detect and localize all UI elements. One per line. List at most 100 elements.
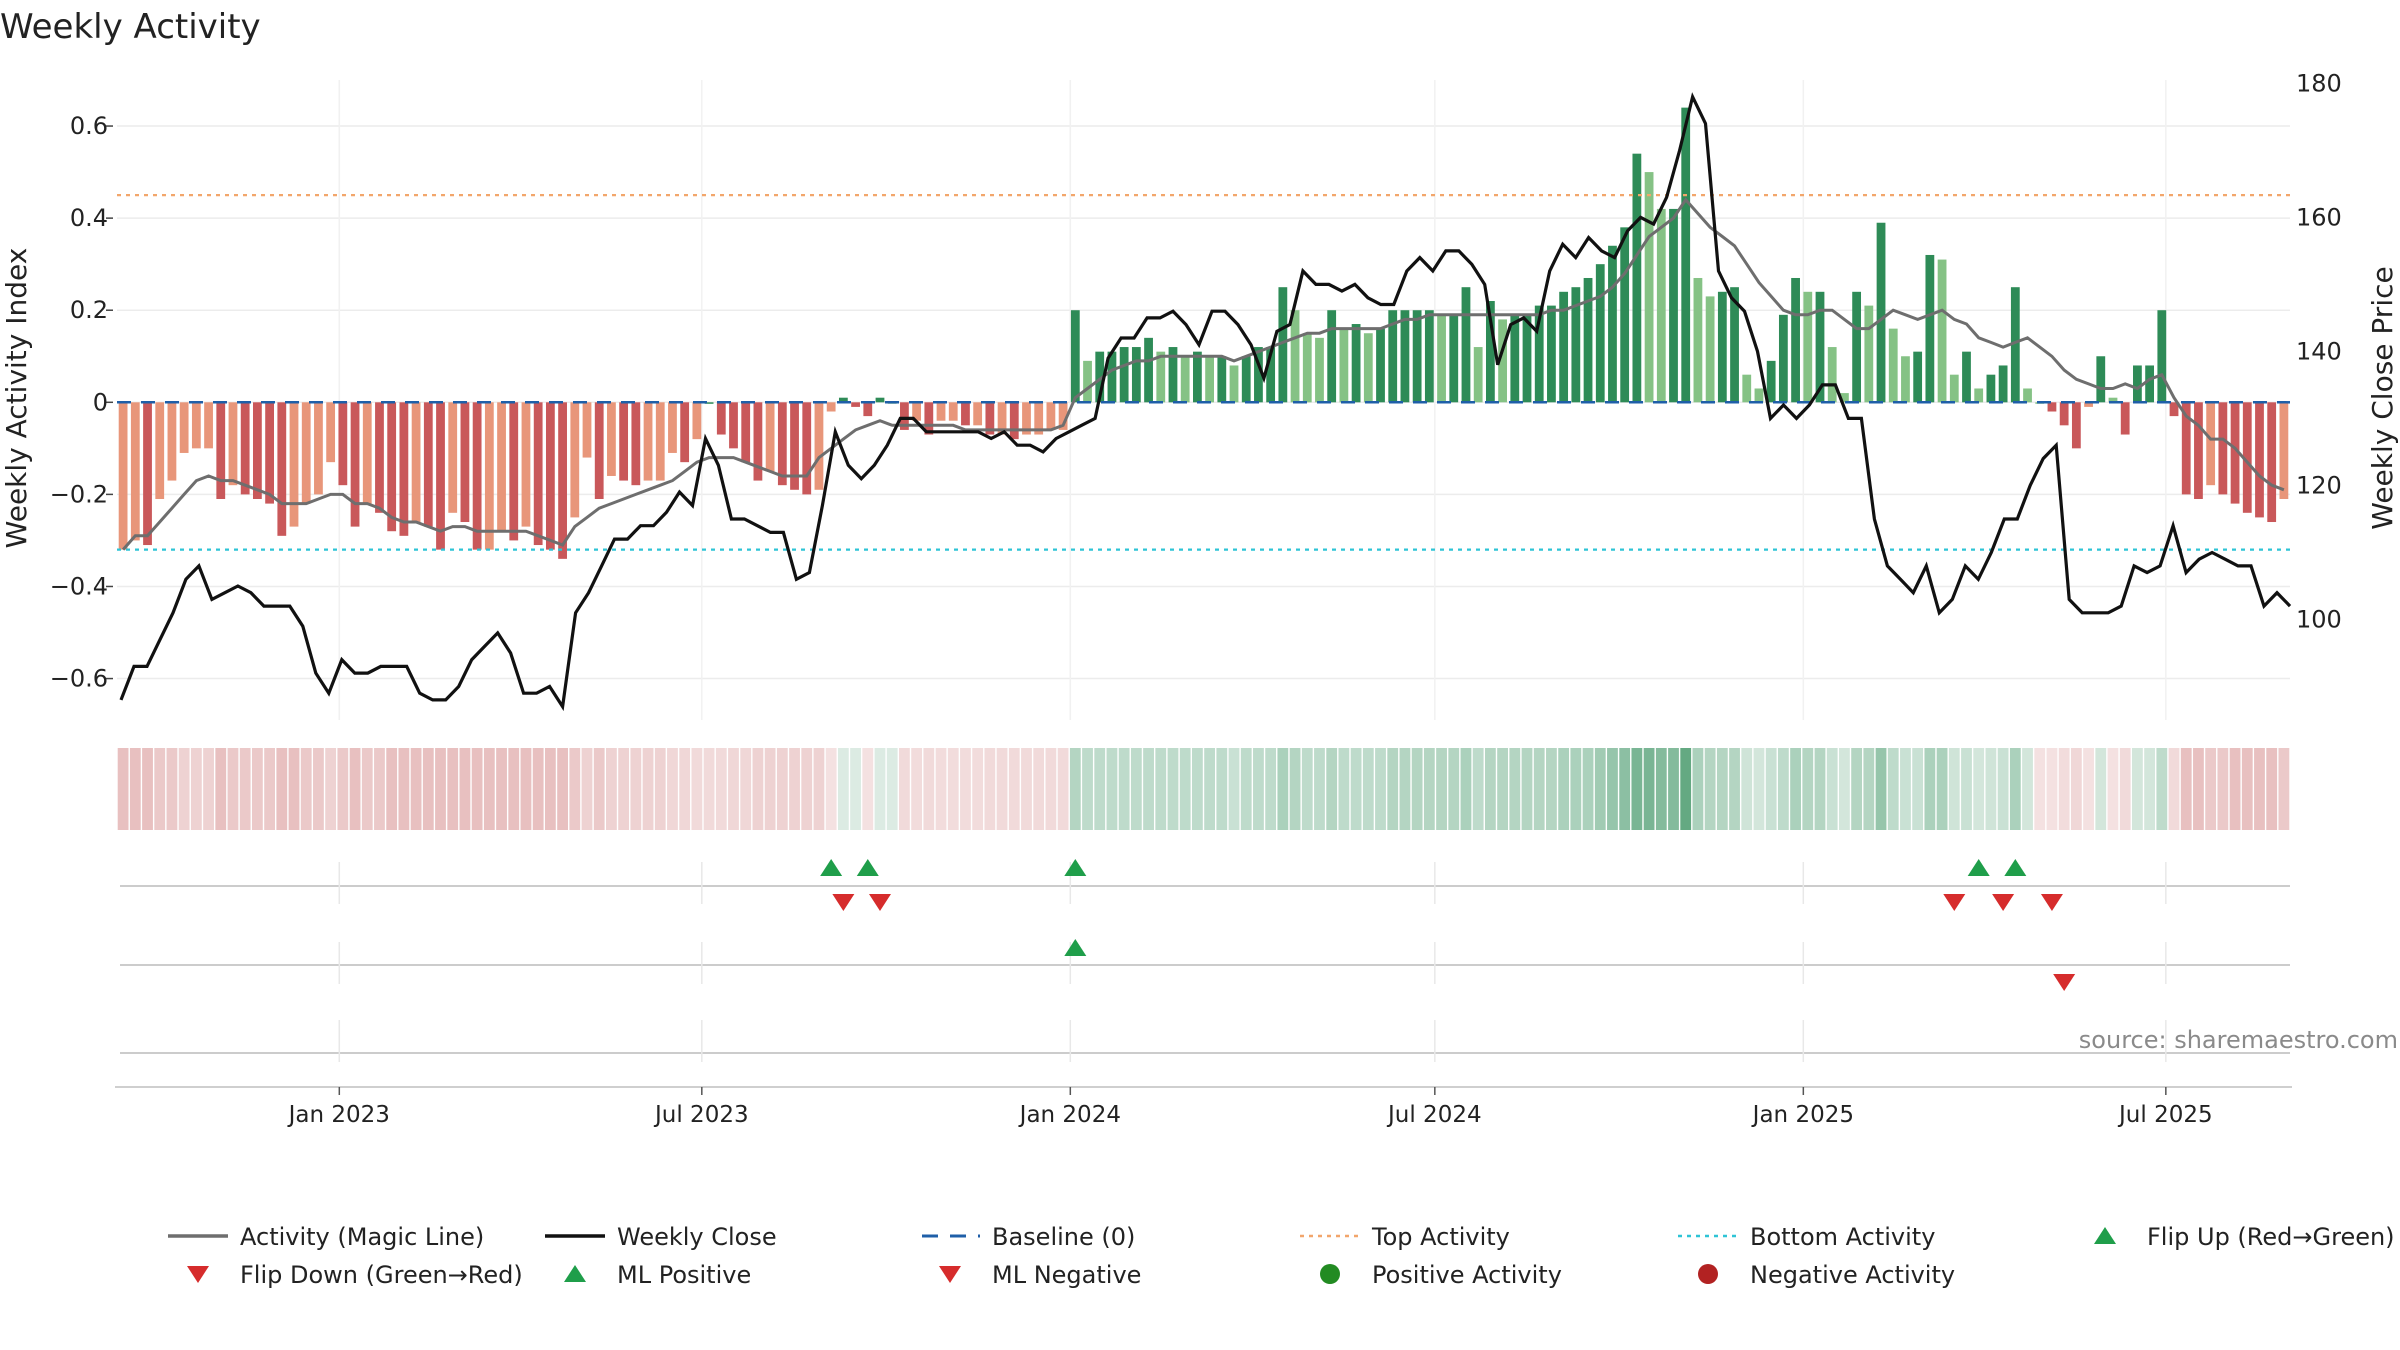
heatmap-cell-52	[752, 748, 764, 830]
heatmap-cell-15	[300, 748, 312, 830]
activity-bar-74	[1022, 402, 1031, 435]
heatmap-cell-128	[1680, 748, 1692, 830]
legend-label-9: Positive Activity	[1372, 1261, 1562, 1289]
activity-bar-170	[2194, 402, 2203, 499]
heatmap-cell-0	[117, 748, 129, 830]
activity-bar-73	[1009, 402, 1019, 440]
activity-bar-173	[2230, 402, 2240, 504]
heatmap-cell-72	[996, 748, 1008, 830]
heatmap-cell-2	[142, 748, 153, 830]
activity-bar-148	[1925, 254, 1935, 403]
activity-bar-141	[1840, 393, 1849, 403]
y-tick-label-0: 0.6	[70, 112, 108, 140]
activity-bar-96	[1290, 310, 1300, 403]
activity-bar-88	[1193, 351, 1202, 403]
heatmap-cell-94	[1265, 748, 1277, 830]
heatmap-cell-24	[410, 748, 422, 830]
heatmap-cell-49	[715, 748, 727, 830]
y-axis-label: Weekly Activity Index	[0, 248, 33, 549]
heatmap-cell-11	[251, 748, 263, 830]
heatmap-cell-13	[276, 748, 288, 830]
activity-bar-57	[814, 402, 824, 490]
heatmap-cell-95	[1277, 748, 1289, 830]
legend-label-2: Baseline (0)	[992, 1223, 1135, 1251]
activity-bar-146	[1901, 356, 1910, 403]
legend-label-4: Bottom Activity	[1750, 1223, 1935, 1251]
heatmap-cell-25	[422, 748, 434, 830]
activity-bar-175	[2255, 402, 2264, 518]
activity-bar-2	[143, 402, 152, 546]
heatmap-cell-83	[1130, 748, 1142, 830]
activity-bar-156	[2023, 388, 2032, 403]
activity-bar-149	[1937, 259, 1947, 403]
activity-bar-12	[265, 402, 274, 504]
heatmap-cell-63	[886, 748, 898, 830]
heatmap-cell-114	[1509, 748, 1521, 830]
heatmap-cell-169	[2180, 748, 2192, 830]
heatmap-cell-16	[313, 748, 324, 830]
heatmap-cell-39	[593, 748, 605, 830]
activity-bar-82	[1119, 347, 1129, 403]
heatmap-cell-142	[1851, 748, 1863, 830]
activity-bar-121	[1595, 264, 1605, 403]
legend-label-1: Weekly Close	[617, 1223, 777, 1251]
heatmap-cell-136	[1777, 748, 1789, 830]
activity-bar-107	[1424, 310, 1434, 403]
heatmap-cell-56	[801, 748, 813, 830]
activity-bar-104	[1388, 310, 1398, 403]
y-tick-label-6: −0.6	[50, 665, 108, 693]
activity-bar-47	[692, 402, 702, 440]
heatmap-cell-58	[825, 748, 837, 830]
heatmap-cell-98	[1314, 748, 1325, 830]
activity-bar-59	[838, 397, 848, 403]
heatmap-cell-166	[2144, 748, 2156, 830]
heatmap-cell-104	[1387, 748, 1399, 830]
activity-bar-116	[1534, 305, 1544, 403]
heatmap-cell-33	[520, 748, 532, 830]
activity-bar-44	[655, 402, 665, 481]
magic-line-series	[121, 197, 2285, 551]
heatmap-cell-53	[764, 748, 776, 830]
heatmap-cell-153	[1985, 748, 1997, 830]
legend-label-5: Flip Up (Red→Green)	[2147, 1223, 2395, 1251]
heatmap-cell-159	[2058, 748, 2070, 830]
heatmap-cell-134	[1753, 748, 1765, 830]
heatmap-cell-160	[2070, 748, 2082, 830]
activity-bar-51	[741, 402, 751, 463]
heatmap-cell-103	[1375, 748, 1386, 830]
x-tick-label-4: Jan 2025	[1751, 1102, 1854, 1128]
activity-bar-69	[961, 402, 970, 426]
activity-bar-18	[338, 402, 348, 486]
heatmap-cell-121	[1594, 748, 1606, 830]
activity-bar-43	[643, 402, 653, 481]
y2-axis-label: Weekly Close Price	[2366, 266, 2399, 529]
heatmap-cell-125	[1643, 748, 1655, 830]
flip-up-marker-0	[820, 859, 843, 876]
activity-bar-8	[216, 402, 226, 499]
heatmap-cell-86	[1167, 748, 1179, 830]
activity-bar-25	[423, 402, 433, 527]
heatmap-cell-170	[2193, 748, 2204, 830]
activity-bar-163	[2108, 397, 2118, 403]
heatmap-cell-7	[203, 748, 214, 830]
activity-bar-32	[509, 402, 519, 541]
activity-bar-138	[1803, 291, 1813, 403]
activity-bar-145	[1888, 328, 1898, 403]
activity-bar-154	[1998, 365, 2008, 403]
heatmap-cell-21	[374, 748, 385, 830]
heatmap-cell-92	[1240, 748, 1252, 830]
activity-bar-4	[167, 402, 177, 481]
activity-bar-67	[936, 402, 946, 421]
heatmap-cell-135	[1765, 748, 1777, 830]
heatmap-cell-129	[1692, 748, 1704, 830]
heatmap-cell-61	[862, 748, 874, 830]
legend-label-7: ML Positive	[617, 1261, 751, 1289]
activity-bar-150	[1949, 374, 1959, 403]
heatmap-cell-66	[923, 748, 935, 830]
activity-bar-61	[863, 402, 873, 417]
activity-bar-37	[570, 402, 580, 518]
heatmap-cell-107	[1423, 748, 1435, 830]
activity-bar-39	[594, 402, 604, 499]
activity-bar-110	[1461, 287, 1471, 403]
activity-bar-49	[716, 402, 726, 435]
